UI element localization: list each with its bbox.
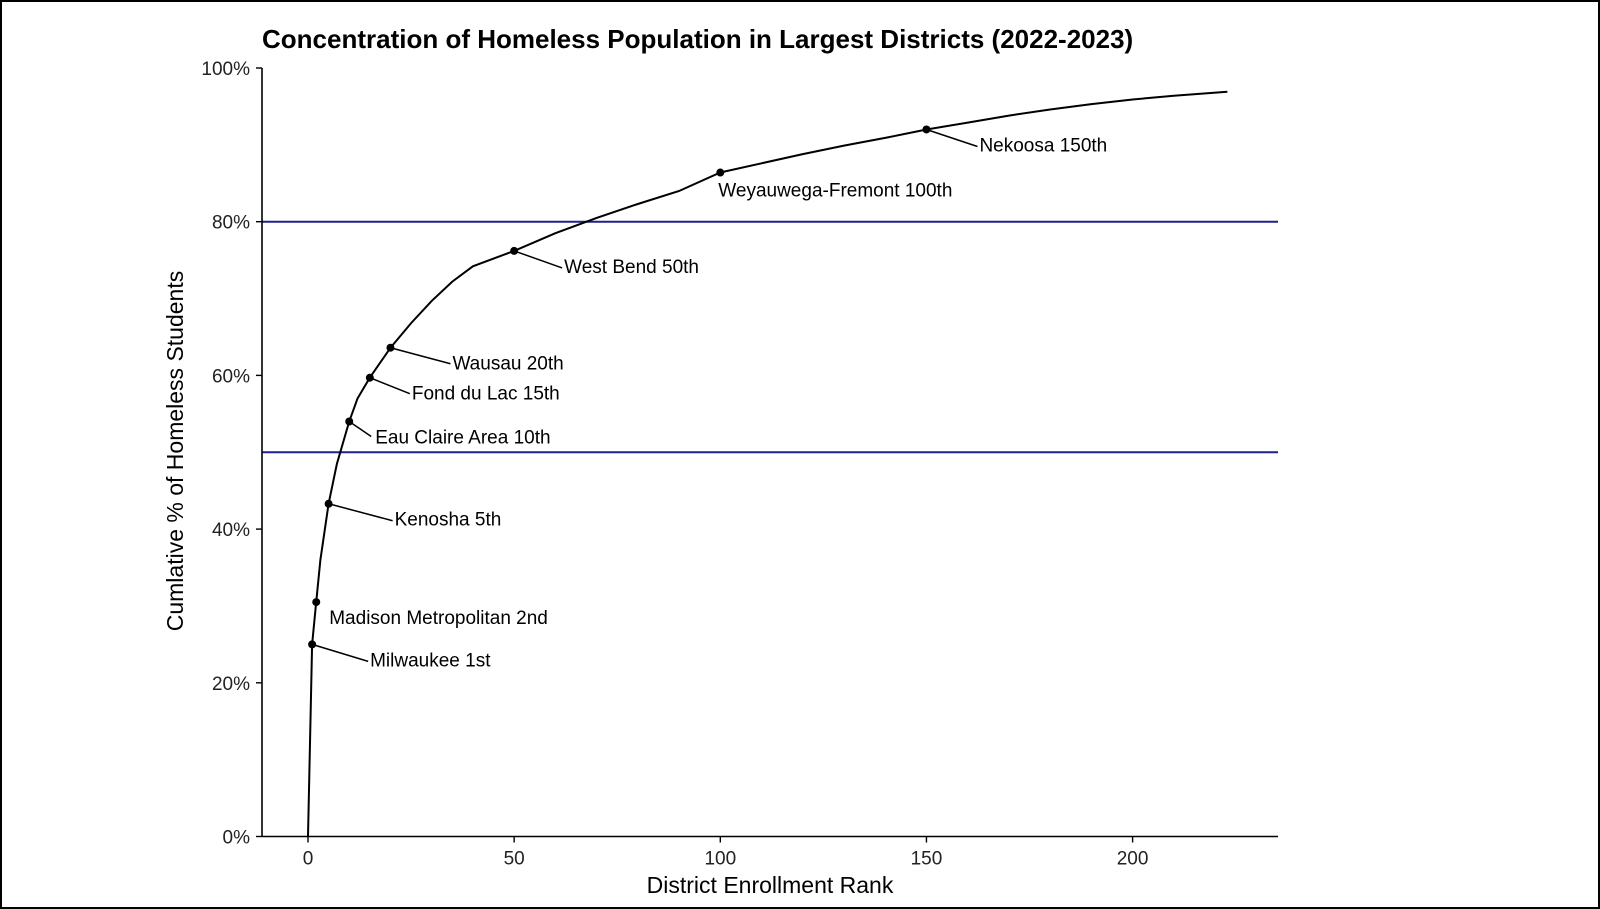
annotation-label: Weyauwega-Fremont 100th [718,181,952,202]
x-axis-title: District Enrollment Rank [647,872,894,898]
annotation-connector [390,347,451,365]
y-axis-title: Cumlative % of Homeless Students [162,271,188,632]
data-point [716,168,725,177]
annotation-connector [328,503,393,522]
data-point [510,246,519,255]
annotation-connector [348,420,372,438]
annotation-label: Fond du Lac 15th [412,384,560,405]
y-tick-label: 0% [223,828,251,849]
annotation-label: Eau Claire Area 10th [375,428,550,449]
data-point [365,373,374,382]
data-point [312,598,321,607]
y-tick-label: 100% [201,59,250,80]
annotation-label: West Bend 50th [564,257,699,278]
y-tick-label: 20% [212,674,250,695]
data-point [324,499,333,508]
annotation-connector [369,377,411,395]
annotation-label: Madison Metropolitan 2nd [329,608,548,629]
y-tick-label: 60% [212,366,250,387]
x-tick-label: 100 [704,849,736,870]
plot-area: 0% 20% 40% 60% 80% 100% 0 50 100 150 200 Milwaukee … [201,59,1278,870]
data-point [308,640,317,649]
annotation-label: Wausau 20th [452,354,563,375]
x-tick-label: 50 [504,849,525,870]
x-tick-label: 200 [1117,849,1149,870]
annotation-connector [926,128,978,148]
annotation-connector [311,643,369,663]
x-tick-label: 150 [911,849,943,870]
annotation-label: Milwaukee 1st [370,650,491,671]
data-point [386,343,395,352]
data-point [922,125,931,134]
y-tick-label: 80% [212,213,250,234]
y-tick-label: 40% [212,520,250,541]
data-point [345,417,354,426]
cumulative-line [307,90,1228,837]
annotation-connector [513,250,563,269]
annotation-label: Nekoosa 150th [979,135,1107,156]
x-tick-label: 0 [303,849,314,870]
chart-title: Concentration of Homeless Population in … [262,24,1133,54]
annotation-label: Kenosha 5th [395,510,502,531]
